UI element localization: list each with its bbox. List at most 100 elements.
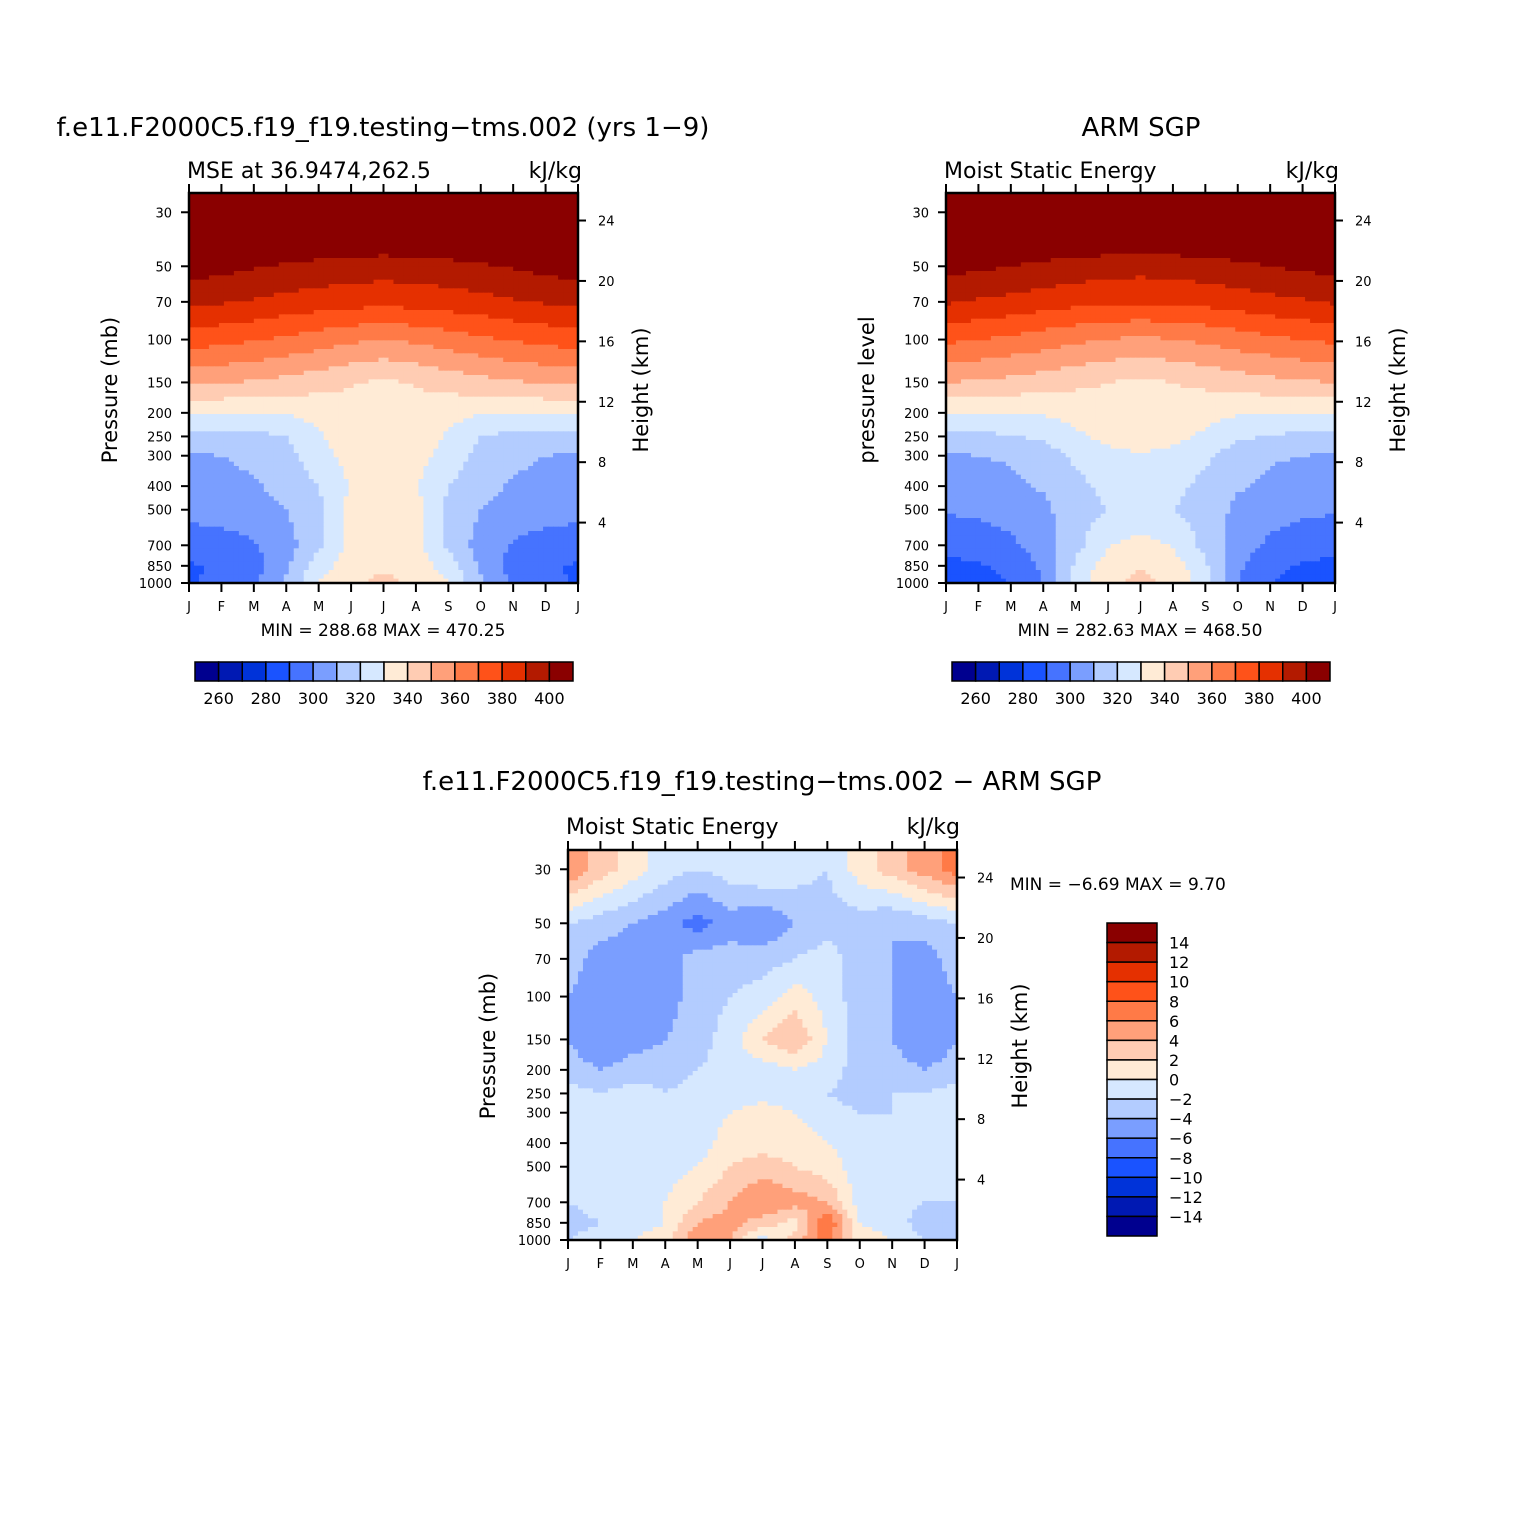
contour-cell <box>558 409 564 415</box>
contour-cell <box>413 366 420 372</box>
contour-cell <box>408 431 415 437</box>
contour-cell <box>258 271 265 276</box>
contour-cell <box>373 275 380 281</box>
contour-cell <box>323 201 330 207</box>
contour-cell <box>408 457 415 463</box>
contour-cell <box>288 392 295 398</box>
contour-cell <box>423 275 429 281</box>
contour-cell <box>563 214 569 220</box>
contour-cell <box>189 336 195 341</box>
contour-cell <box>243 362 250 367</box>
contour-cell <box>308 379 315 385</box>
contour-cell <box>523 249 529 255</box>
contour-cell <box>189 232 195 237</box>
contour-cell <box>333 240 340 246</box>
contour-cell <box>298 193 305 198</box>
contour-cell <box>203 292 210 298</box>
contour-cell <box>513 344 519 350</box>
contour-cell <box>358 440 365 445</box>
contour-cell <box>218 301 225 307</box>
contour-cell <box>338 340 345 346</box>
contour-cell <box>568 401 574 406</box>
contour-cell <box>223 262 230 268</box>
contour-cell <box>288 461 295 467</box>
contour-cell <box>453 431 459 437</box>
contour-cell <box>213 197 220 203</box>
contour-cell <box>358 310 365 315</box>
contour-cell <box>573 440 579 445</box>
contour-cell <box>538 301 544 307</box>
colorbar-label: 12 <box>1169 953 1189 972</box>
contour-cell <box>423 353 429 359</box>
contour-cell <box>453 197 459 203</box>
contour-cell <box>283 353 290 359</box>
contour-cell <box>238 227 245 233</box>
contour-cell <box>568 396 574 402</box>
contour-cell <box>303 422 310 428</box>
contour-cell <box>463 288 469 294</box>
contour-cell <box>333 253 340 259</box>
contour-cell <box>228 453 235 458</box>
contour-cell <box>498 440 504 445</box>
contour-cell <box>423 201 429 207</box>
contour-cell <box>488 275 494 281</box>
contour-cell <box>243 310 250 315</box>
contour-cell <box>253 214 260 220</box>
contour-cell <box>323 388 330 393</box>
contour-cell <box>208 249 215 255</box>
contour-cell <box>438 405 444 411</box>
contour-cell <box>463 388 469 393</box>
contour-cell <box>263 297 270 302</box>
contour-cell <box>233 249 240 255</box>
contour-cell <box>503 349 509 354</box>
contour-cell <box>228 331 235 337</box>
contour-cell <box>518 431 524 437</box>
contour-cell <box>243 327 250 333</box>
contour-cell <box>398 453 405 458</box>
contour-cell <box>218 427 225 432</box>
contour-cell <box>288 206 295 211</box>
contour-cell <box>523 453 529 458</box>
contour-cell <box>383 396 390 402</box>
contour-cell <box>223 210 230 216</box>
contour-cell <box>248 383 255 389</box>
contour-cell <box>348 288 355 294</box>
contour-cell <box>328 275 335 281</box>
contour-cell <box>573 253 579 259</box>
contour-cell <box>563 357 569 363</box>
contour-cell <box>413 353 420 359</box>
contour-cell <box>238 219 245 224</box>
contour-cell <box>563 292 569 298</box>
contour-cell <box>363 206 370 211</box>
contour-cell <box>298 344 305 350</box>
contour-cell <box>538 284 544 289</box>
contour-cell <box>503 305 509 311</box>
contour-cell <box>378 461 385 467</box>
contour-cell <box>473 388 479 393</box>
contour-cell <box>538 323 544 328</box>
contour-cell <box>278 461 285 467</box>
contour-cell <box>358 197 365 203</box>
contour-cell <box>498 305 504 311</box>
contour-cell <box>408 219 415 224</box>
contour-cell <box>423 362 429 367</box>
contour-cell <box>263 344 270 350</box>
contour-cell <box>338 219 345 224</box>
contour-cell <box>503 236 509 242</box>
contour-cell <box>293 461 300 467</box>
contour-cell <box>568 232 574 237</box>
contour-cell <box>363 366 370 372</box>
contour-cell <box>233 392 240 398</box>
contour-cell <box>438 249 444 255</box>
contour-cell <box>353 396 360 402</box>
contour-cell <box>448 310 454 315</box>
contour-cell <box>233 327 240 333</box>
contour-cell <box>238 258 245 263</box>
contour-cell <box>558 214 564 220</box>
contour-cell <box>388 331 395 337</box>
contour-cell <box>213 357 220 363</box>
contour-cell <box>208 344 215 350</box>
contour-cell <box>563 232 569 237</box>
contour-cell <box>438 262 444 268</box>
contour-cell <box>308 193 315 198</box>
